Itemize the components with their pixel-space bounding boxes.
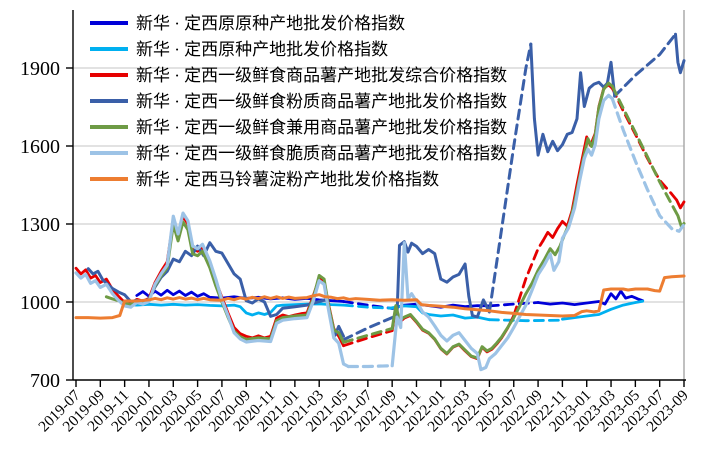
series-line-5: [610, 84, 680, 218]
series-line-6: [610, 97, 686, 233]
series-line-4: [86, 241, 345, 338]
series-line-1: [487, 301, 540, 308]
legend-label-7: 新华 · 定西马铃薯淀粉产地批发价格指数: [136, 170, 439, 189]
series-line-7: [74, 274, 686, 320]
series-line-5: [104, 220, 345, 344]
series-line-4: [613, 32, 677, 98]
series-line-1: [342, 300, 394, 310]
series-line-3: [675, 198, 686, 210]
series-line-3: [74, 214, 345, 348]
series-line-6: [346, 364, 394, 369]
series-line-6: [390, 93, 614, 372]
series-line-3: [512, 239, 545, 317]
series-line-4: [395, 240, 491, 319]
series-line-6: [74, 211, 350, 369]
y-axis-label: 1300: [20, 214, 60, 236]
series-line-4: [342, 314, 399, 342]
y-axis-label: 1000: [20, 292, 60, 314]
series-line-4: [529, 42, 617, 157]
series-line-4: [487, 42, 533, 314]
y-axis-label: 1600: [20, 136, 60, 158]
series-line-5: [342, 327, 394, 344]
legend-label-4: 新华 · 定西一级鲜食粉质商品薯产地批发价格指数: [136, 92, 507, 111]
series-line-2: [390, 304, 491, 322]
legend-label-1: 新华 · 定西原原种产地批发价格指数: [136, 14, 405, 33]
series-line-1: [536, 289, 645, 307]
series-line-2: [123, 302, 345, 317]
series-line-2: [487, 318, 564, 323]
legend-label-2: 新华 · 定西原种产地批发价格指数: [136, 40, 388, 59]
legend-label-5: 新华 · 定西一级鲜食兼用商品薯产地批发价格指数: [136, 118, 507, 137]
legend-label-3: 新华 · 定西一级鲜食商品薯产地批发综合价格指数: [136, 66, 507, 85]
y-axis-label: 700: [30, 370, 60, 392]
series-line-2: [342, 303, 394, 310]
y-axis-label: 1900: [20, 58, 60, 80]
series-line-3: [342, 329, 394, 348]
series-line-2: [561, 299, 645, 321]
legend-label-6: 新华 · 定西一级鲜食脆质商品薯产地批发价格指数: [136, 144, 507, 163]
series-line-4: [674, 32, 686, 75]
